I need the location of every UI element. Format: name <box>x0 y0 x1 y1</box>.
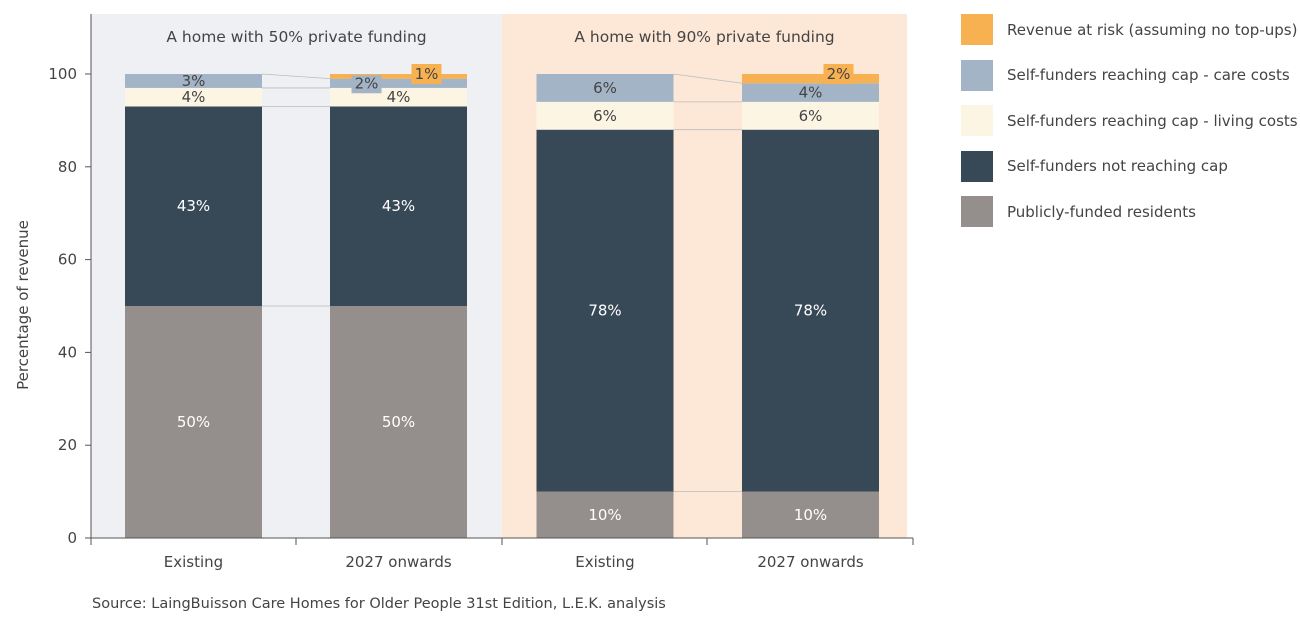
y-tick-label-60: 60 <box>58 251 77 269</box>
legend-label: Publicly-funded residents <box>1007 202 1196 221</box>
x-tick-label-4: 2027 onwards <box>757 553 864 571</box>
legend-swatch <box>961 150 993 182</box>
group-title-2: A home with 90% private funding <box>574 28 834 46</box>
y-axis-label: Percentage of revenue <box>14 220 32 390</box>
bar-segment-3-1 <box>536 491 674 538</box>
legend-swatch <box>961 59 993 91</box>
connector-line-2-4 <box>673 73 743 84</box>
bar-segment-2-1 <box>330 306 467 538</box>
value-label-4-2: 78% <box>794 302 827 320</box>
bar-segment-3-2 <box>536 129 674 492</box>
value-label-box-2-4 <box>351 75 382 94</box>
bar-segment-4-1 <box>742 491 879 538</box>
value-label-2-4: 2% <box>355 74 379 92</box>
bar-segment-2-2 <box>330 106 467 306</box>
x-tick-label-2: 2027 onwards <box>345 553 452 571</box>
bar-segment-2-5 <box>330 74 467 79</box>
y-tick-label-80: 80 <box>58 158 77 176</box>
bar-segment-1-1 <box>125 306 262 538</box>
legend-item-5: Publicly-funded residents <box>961 196 1298 227</box>
x-tick-label-3: Existing <box>575 553 634 571</box>
legend-label: Self-funders reaching cap - living costs <box>1007 111 1298 130</box>
y-tick-label-0: 0 <box>67 529 77 547</box>
value-label-2-1: 50% <box>382 413 415 431</box>
legend-item-4: Self-funders not reaching cap <box>961 150 1298 182</box>
value-label-1-1: 50% <box>177 413 210 431</box>
value-label-1-2: 43% <box>177 197 210 215</box>
bar-segment-1-4 <box>125 74 262 88</box>
bar-segment-4-3 <box>742 101 879 130</box>
value-label-2-2: 43% <box>382 197 415 215</box>
legend-item-1: Revenue at risk (assuming no top-ups) <box>961 14 1298 45</box>
bar-segment-2-4 <box>330 78 467 88</box>
value-label-2-3: 4% <box>387 88 411 106</box>
legend-swatch <box>961 14 993 45</box>
value-label-2-5: 1% <box>415 65 439 83</box>
value-label-box-2-5 <box>411 64 442 84</box>
value-label-4-5: 2% <box>827 65 851 83</box>
value-label-1-4: 3% <box>182 72 206 90</box>
legend-label: Self-funders not reaching cap <box>1007 157 1228 175</box>
bar-segment-1-2 <box>125 106 262 306</box>
value-label-1-3: 4% <box>182 88 206 106</box>
value-label-3-1: 10% <box>588 506 621 524</box>
source-note: Source: LaingBuisson Care Homes for Olde… <box>92 596 666 612</box>
value-label-4-4: 4% <box>799 84 823 102</box>
x-tick-label-1: Existing <box>164 553 223 571</box>
bar-segment-3-3 <box>536 101 674 130</box>
connector-line-1-4 <box>261 73 331 80</box>
legend: Revenue at risk (assuming no top-ups) Sel… <box>961 14 1298 242</box>
group-title-1: A home with 50% private funding <box>166 28 426 46</box>
legend-label: Self-funders reaching cap - care costs <box>1007 66 1290 84</box>
y-tick-label-40: 40 <box>58 343 77 361</box>
bar-segment-3-4 <box>536 74 674 102</box>
legend-label: Revenue at risk (assuming no top-ups) <box>1007 20 1298 39</box>
y-tick-label-100: 100 <box>48 65 77 83</box>
bar-segment-4-5 <box>742 74 879 84</box>
bar-segment-1-3 <box>125 87 262 107</box>
value-label-box-4-5 <box>823 64 854 84</box>
legend-swatch <box>961 196 993 227</box>
value-label-3-2: 78% <box>588 302 621 320</box>
bar-segment-4-4 <box>742 83 879 102</box>
value-label-3-4: 6% <box>593 79 617 97</box>
y-tick-label-20: 20 <box>58 436 77 454</box>
value-label-4-1: 10% <box>794 506 827 524</box>
bar-segment-4-2 <box>742 129 879 492</box>
legend-item-3: Self-funders reaching cap - living costs <box>961 105 1298 136</box>
legend-item-2: Self-funders reaching cap - care costs <box>961 59 1298 91</box>
value-label-4-3: 6% <box>799 107 823 125</box>
legend-swatch <box>961 105 993 136</box>
value-label-3-3: 6% <box>593 107 617 125</box>
